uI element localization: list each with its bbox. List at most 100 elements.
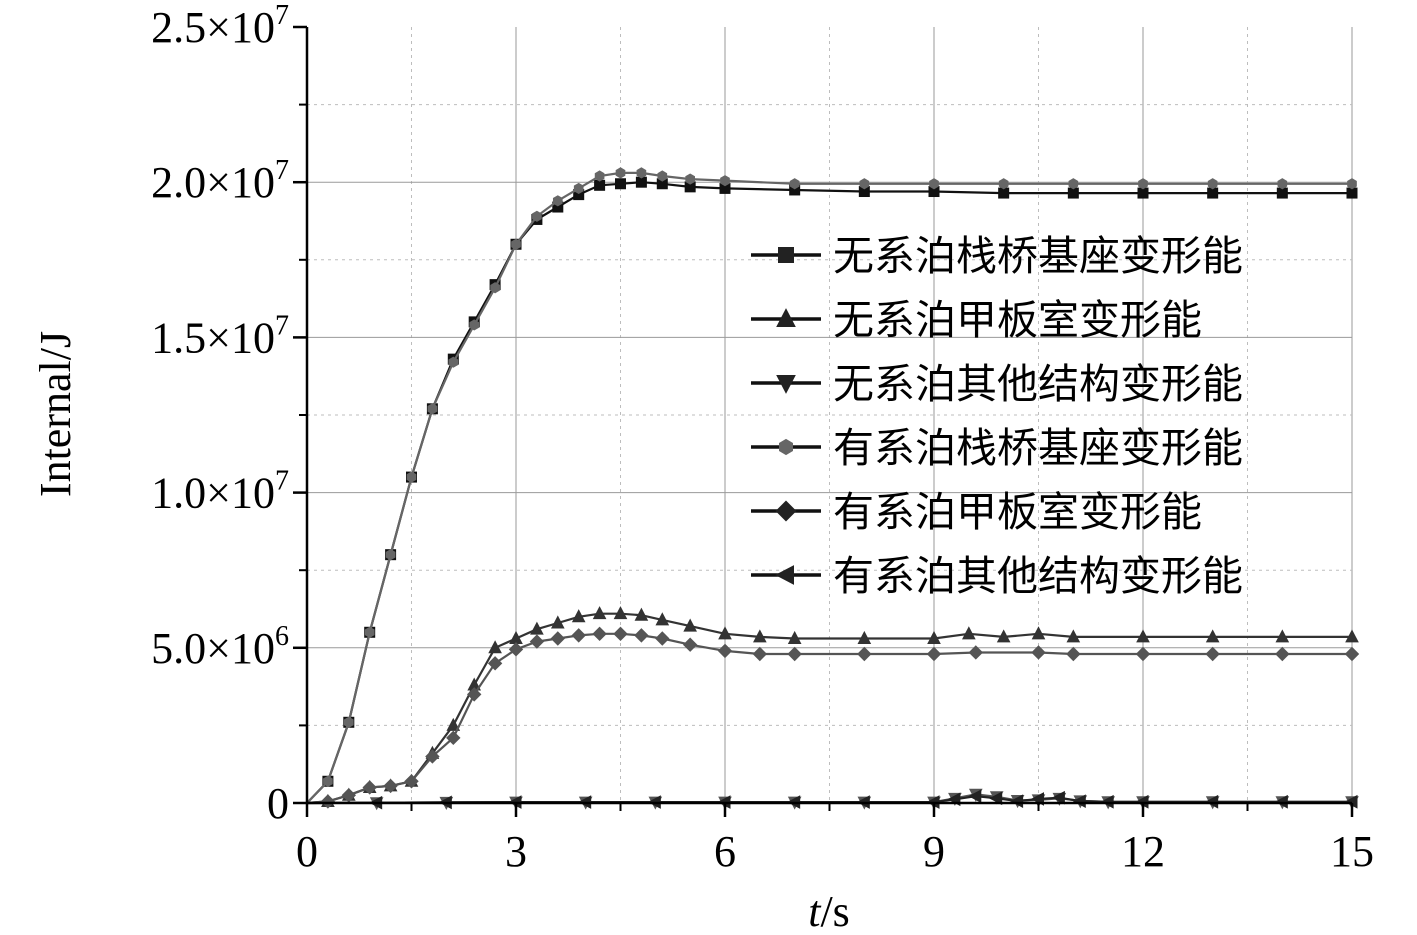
data-point [425,749,440,764]
data-point [529,634,545,649]
x-tick-label: 3 [505,827,527,876]
data-point [753,629,767,643]
data-point [613,626,628,642]
data-point [655,631,670,646]
legend-entry: 无系泊甲板室变形能 [751,296,1202,344]
data-point [720,175,730,187]
data-point [490,282,500,294]
data-point [613,606,628,620]
data-point [383,778,398,794]
series-2 [306,606,1359,807]
data-point [1344,646,1360,662]
data-point [446,717,461,731]
grid [307,27,1353,803]
y-tick-label: 1.0×107 [151,466,289,518]
data-point [1137,187,1149,199]
data-point [1068,178,1079,190]
data-point [362,780,377,795]
data-point [787,630,802,644]
data-point [859,178,870,190]
data-point [487,656,503,671]
data-point [962,626,976,640]
data-point [532,210,542,222]
axes [293,25,1354,817]
data-point [1138,178,1148,190]
legend-label: 有系泊其他结构变形能 [833,552,1243,600]
x-tick-label: 12 [1121,827,1165,876]
legend-label: 无系泊栈桥基座变形能 [833,232,1243,280]
legend-label: 无系泊其他结构变形能 [833,360,1243,408]
y-tick-label: 2.0×107 [151,155,289,207]
data-point [385,549,396,561]
data-point [1051,790,1065,805]
data-point [968,645,984,660]
data-point [775,500,797,522]
data-point [1205,646,1220,662]
series-6 [306,789,1358,810]
data-point [752,646,768,662]
legend-entry: 有系泊其他结构变形能 [751,552,1243,600]
data-point [926,646,942,662]
data-point [683,618,697,632]
data-point [364,626,375,638]
data-point [592,606,607,620]
data-point [446,730,461,746]
data-point [469,319,480,331]
data-point [717,643,733,659]
data-point [552,195,563,207]
data-point [448,356,459,368]
data-point [776,308,796,327]
legend-label: 有系泊栈桥基座变形能 [833,424,1243,472]
y-tick-label: 5.0×106 [151,621,289,673]
data-point [592,626,607,642]
data-point [488,640,502,654]
data-point [427,403,438,415]
data-point [511,238,521,250]
series-3 [306,788,1359,811]
data-point [776,375,796,394]
y-tick-label: 1.5×107 [151,310,289,362]
data-point [789,178,800,190]
data-point [657,170,668,182]
x-tick-label: 9 [923,827,945,876]
data-point [685,173,695,185]
data-point [1277,178,1288,190]
data-point [787,646,802,662]
data-point [615,167,626,179]
series-5 [306,626,1360,809]
data-point [615,178,626,190]
tick-labels: 0 3 6 9 12 15 0 5.0×106 1.0×107 1.5×107 2.0×107 2.5… [151,0,1374,876]
data-point [594,179,606,191]
data-point [998,187,1010,199]
data-point [635,176,647,188]
data-point [571,609,586,623]
data-point [406,471,417,483]
data-point [929,178,939,190]
data-point [968,789,982,803]
x-tick-label: 0 [296,827,318,876]
data-point [857,630,872,644]
x-tick-label: 15 [1330,827,1374,876]
y-tick-label: 0 [267,779,289,828]
y-axis-label: Internal/J [31,331,80,497]
data-point [466,687,482,702]
data-point [1205,629,1220,643]
data-point [1031,645,1046,660]
data-point [682,637,698,652]
data-point [1135,646,1151,662]
data-point [1347,178,1357,190]
data-point [778,247,794,263]
legend-entry: 无系泊栈桥基座变形能 [751,232,1243,280]
data-point [655,612,670,626]
data-point [1066,646,1081,662]
data-point [1275,646,1290,662]
legend-label: 无系泊甲板室变形能 [833,296,1202,344]
data-point [1345,629,1359,643]
x-axis-label: t/s [808,887,850,935]
data-point [1207,187,1219,199]
data-point [594,170,605,182]
data-point [1031,626,1046,640]
data-point [343,716,354,728]
legend-label: 有系泊甲板室变形能 [833,488,1202,536]
